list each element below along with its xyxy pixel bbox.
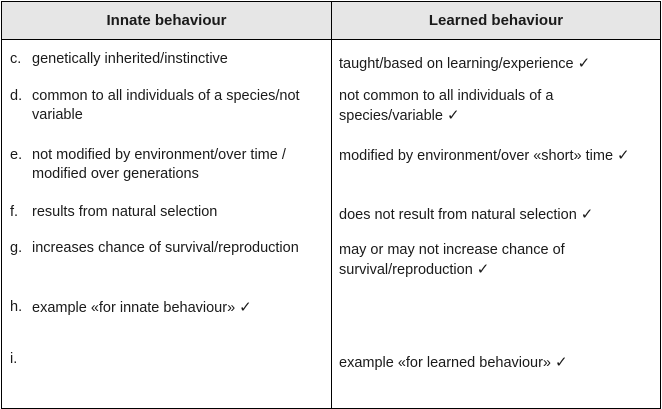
row-letter: c. — [10, 51, 22, 67]
table-row: i. example «for learned behaviour» ✓ — [1, 340, 661, 409]
innate-text: not modified by environment/over time / … — [32, 147, 286, 182]
table-row: f. results from natural selection does n… — [1, 197, 661, 234]
learned-text: may or may not increase chance of surviv… — [339, 242, 565, 278]
learned-text: taught/based on learning/experience — [339, 56, 574, 72]
header-learned: Learned behaviour — [331, 1, 661, 40]
innate-text — [32, 350, 325, 369]
learned-cell: modified by environment/over «short» tim… — [331, 138, 661, 197]
table-row: c. genetically inherited/instinctive tau… — [1, 39, 661, 78]
innate-text: genetically inherited/instinctive — [32, 51, 228, 67]
table-row: e. not modified by environment/over time… — [1, 138, 661, 197]
table-row: g. increases chance of survival/reproduc… — [1, 234, 661, 292]
tick-mark-icon: ✓ — [446, 106, 460, 124]
table-row: d. common to all individuals of a specie… — [1, 78, 661, 138]
learned-cell: taught/based on learning/experience ✓ — [331, 39, 661, 78]
header-innate: Innate behaviour — [1, 1, 332, 40]
row-letter: g. — [10, 240, 23, 256]
table-row: h. example «for innate behaviour» ✓ — [1, 292, 661, 340]
learned-text: not common to all individuals of a speci… — [339, 88, 554, 124]
learned-text: modified by environment/over «short» tim… — [339, 148, 614, 164]
innate-cell: g. increases chance of survival/reproduc… — [1, 234, 332, 292]
tick-mark-icon: ✓ — [239, 298, 252, 316]
learned-cell — [331, 292, 661, 340]
row-letter: f. — [10, 204, 19, 220]
learned-cell: not common to all individuals of a speci… — [331, 78, 661, 138]
tick-mark-icon: ✓ — [617, 146, 630, 164]
innate-cell: d. common to all individuals of a specie… — [1, 78, 332, 138]
row-letter: i. — [10, 351, 18, 367]
innate-cell: i. — [1, 340, 332, 409]
innate-text: example «for innate behaviour» — [32, 300, 236, 316]
innate-cell: h. example «for innate behaviour» ✓ — [1, 292, 332, 340]
innate-text: increases chance of survival/reproductio… — [32, 240, 299, 256]
row-letter: h. — [10, 299, 23, 315]
learned-text: does not result from natural selection — [339, 207, 577, 223]
innate-text: common to all individuals of a species/n… — [32, 88, 300, 123]
tick-mark-icon: ✓ — [476, 260, 490, 278]
innate-cell: e. not modified by environment/over time… — [1, 138, 332, 197]
learned-cell: example «for learned behaviour» ✓ — [331, 340, 661, 409]
learned-cell: does not result from natural selection ✓ — [331, 197, 661, 234]
tick-mark-icon: ✓ — [577, 54, 591, 72]
learned-text: example «for learned behaviour» — [339, 355, 551, 371]
innate-cell: f. results from natural selection — [1, 197, 332, 234]
tick-mark-icon: ✓ — [555, 353, 568, 371]
tick-mark-icon: ✓ — [580, 205, 594, 223]
row-letter: d. — [10, 88, 23, 104]
innate-cell: c. genetically inherited/instinctive — [1, 39, 332, 78]
innate-text: results from natural selection — [32, 204, 218, 220]
row-letter: e. — [10, 147, 23, 163]
learned-cell: may or may not increase chance of surviv… — [331, 234, 661, 292]
header-row: Innate behaviour Learned behaviour — [1, 1, 661, 40]
